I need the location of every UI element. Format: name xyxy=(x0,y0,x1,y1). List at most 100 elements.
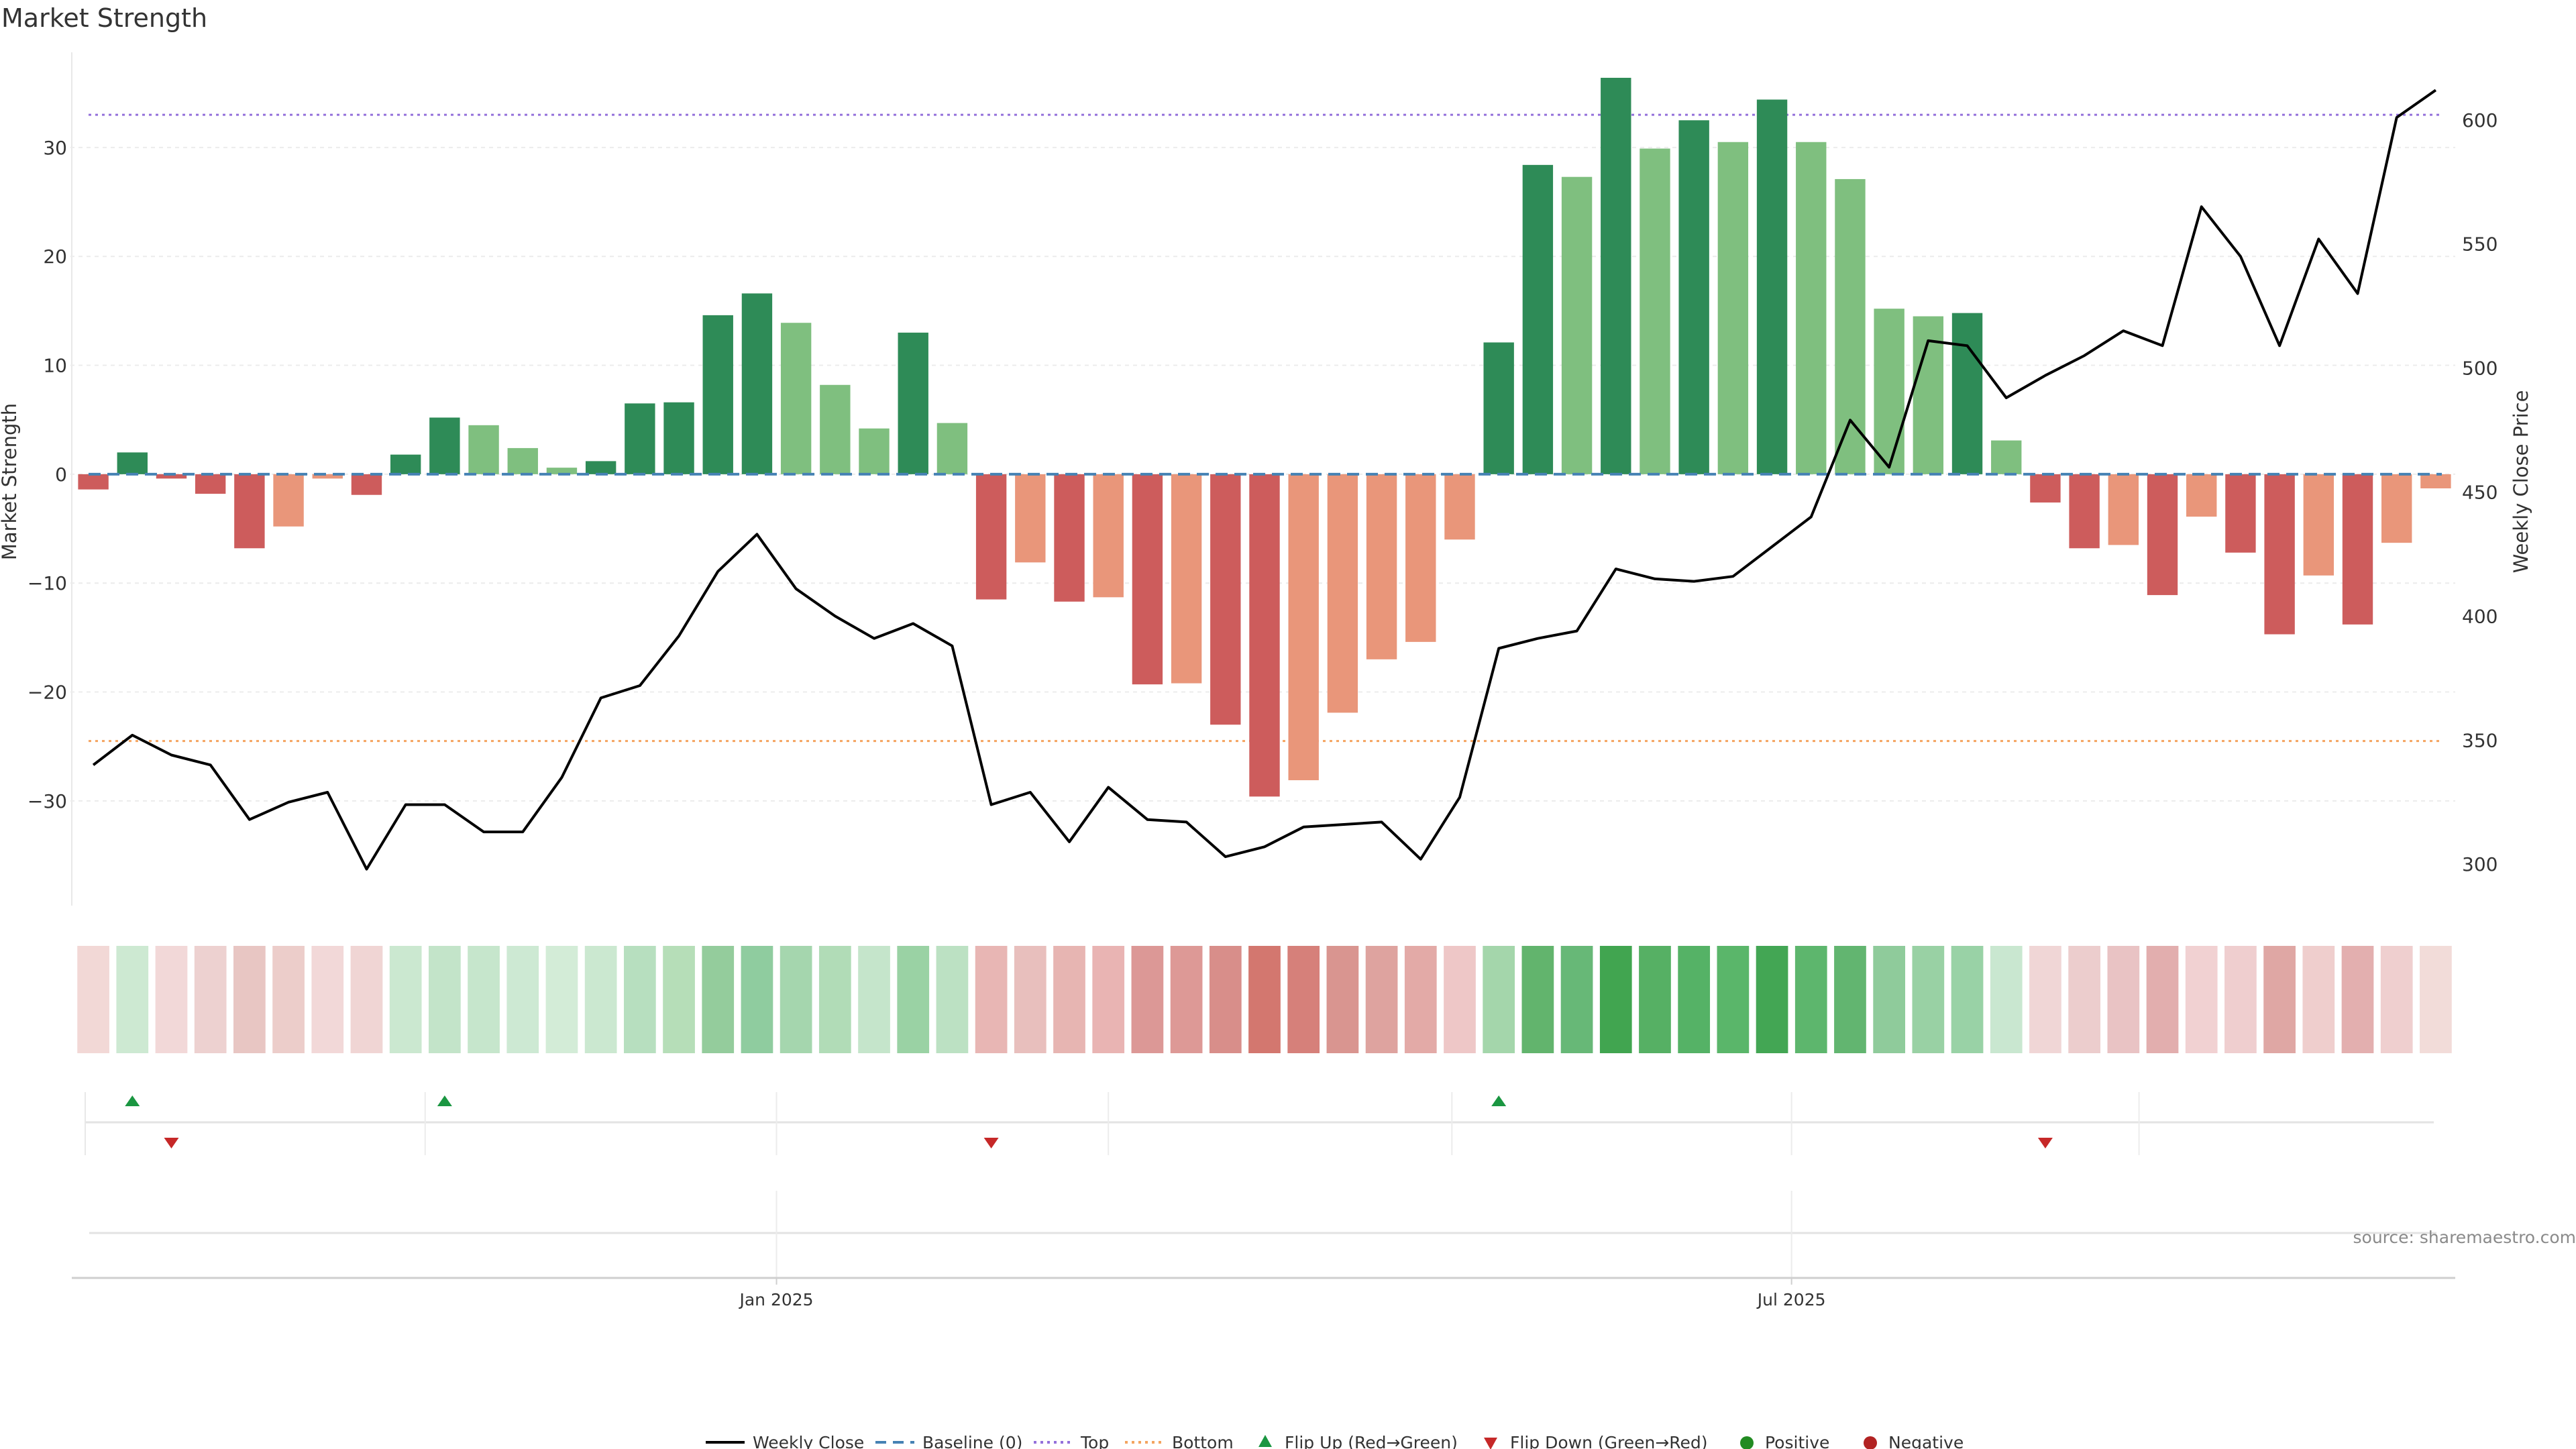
y-tick-label: 0 xyxy=(55,464,67,486)
strength-bar xyxy=(351,474,382,495)
legend-weekly-close-label: Weekly Close xyxy=(753,1433,864,1449)
heat-cell xyxy=(429,946,461,1053)
strength-bar xyxy=(390,454,421,474)
legend-flip-up-label: Flip Up (Red→Green) xyxy=(1285,1433,1458,1449)
y2-tick-label: 550 xyxy=(2462,233,2498,256)
heat-cell xyxy=(1326,946,1359,1053)
strength-bar xyxy=(429,417,460,474)
heat-cell xyxy=(2263,946,2296,1053)
strength-bar xyxy=(156,474,187,479)
y-axis-ticks: 30 20 10 0 −10 −20 −30 xyxy=(28,137,67,812)
strength-bar xyxy=(1210,474,1241,725)
weekly-close-line xyxy=(92,89,2437,871)
y2-tick-label: 600 xyxy=(2462,109,2498,131)
strength-bar xyxy=(1601,77,1631,474)
strength-bar xyxy=(2147,474,2178,596)
legend-positive-label: Positive xyxy=(1765,1433,1829,1449)
heat-cell xyxy=(1873,946,1906,1053)
heat-cell xyxy=(1834,946,1866,1053)
heat-cell xyxy=(350,946,383,1053)
strength-bar xyxy=(78,474,109,490)
legend-bottom-label: Bottom xyxy=(1172,1433,1234,1449)
strength-bar xyxy=(1444,474,1475,540)
strength-bar xyxy=(1640,148,1670,474)
heat-cell xyxy=(311,946,344,1053)
strength-bar xyxy=(2030,474,2061,503)
strength-bar xyxy=(1951,313,1983,474)
legend-item-bottom: Bottom xyxy=(1125,1433,1234,1449)
strength-bar xyxy=(2225,474,2256,553)
y-tick-label: 20 xyxy=(43,246,67,268)
heat-cell xyxy=(1092,946,1125,1053)
strength-bar xyxy=(663,402,694,474)
flip-up-marker xyxy=(125,1095,140,1106)
heat-cell xyxy=(1990,946,2023,1053)
y2-axis-title: Weekly Close Price xyxy=(2510,390,2532,574)
strength-bar xyxy=(1015,474,1046,563)
heat-cell xyxy=(975,946,1008,1053)
heat-cell xyxy=(506,946,539,1053)
strength-bar xyxy=(1054,474,1085,602)
flip-up-marker xyxy=(1491,1095,1507,1106)
strength-bar xyxy=(2342,474,2373,625)
flip-markers xyxy=(125,1095,2053,1148)
strength-bar xyxy=(898,332,928,474)
heat-cell xyxy=(897,946,930,1053)
heat-cell xyxy=(1912,946,1945,1053)
heat-cell xyxy=(1131,946,1164,1053)
flip-down-marker xyxy=(164,1138,179,1148)
strength-bar xyxy=(936,423,968,474)
heat-cell xyxy=(1717,946,1750,1053)
y2-tick-label: 450 xyxy=(2462,481,2498,503)
heat-cell xyxy=(2224,946,2257,1053)
legend-flip-down-triangle-icon xyxy=(1484,1438,1497,1449)
flip-up-marker xyxy=(437,1095,452,1106)
strength-bar xyxy=(1288,474,1319,781)
x-axis-ticks: Jan 2025 Jul 2025 xyxy=(738,1278,1826,1309)
strength-bar xyxy=(546,468,578,474)
price-line xyxy=(92,89,2437,871)
heat-cell xyxy=(1599,946,1632,1053)
strength-bar xyxy=(1756,99,1788,474)
strength-bar xyxy=(1796,142,1827,474)
strength-bar xyxy=(468,425,499,474)
heat-cell xyxy=(780,946,812,1053)
legend-item-flip-up: Flip Up (Red→Green) xyxy=(1258,1433,1458,1449)
strength-bar xyxy=(1327,474,1358,713)
strength-bar xyxy=(2303,474,2334,576)
heat-cell xyxy=(1014,946,1046,1053)
strength-bar xyxy=(975,474,1007,600)
legend-flip-up-triangle-icon xyxy=(1258,1435,1272,1447)
heat-cell xyxy=(1248,946,1281,1053)
strength-bar xyxy=(234,474,265,549)
heat-cell xyxy=(1287,946,1320,1053)
chart-title: Market Strength xyxy=(1,3,207,33)
heat-cell xyxy=(702,946,735,1053)
strength-bar xyxy=(2069,474,2100,549)
strength-bar xyxy=(820,384,851,474)
heat-strip xyxy=(77,946,2452,1053)
strength-bar xyxy=(1717,142,1749,474)
y-axis-title: Market Strength xyxy=(0,403,21,560)
strength-bar xyxy=(1561,176,1593,474)
heat-cell xyxy=(468,946,500,1053)
strength-bar xyxy=(585,461,616,474)
heat-cell xyxy=(936,946,969,1053)
flip-down-marker xyxy=(983,1138,999,1148)
strength-bar xyxy=(2381,474,2412,543)
heat-cell xyxy=(2380,946,2413,1053)
strength-bar xyxy=(195,474,226,494)
heat-cell xyxy=(77,946,109,1053)
strength-bar xyxy=(2108,474,2139,545)
strength-bar xyxy=(1522,164,1554,474)
legend-baseline-label: Baseline (0) xyxy=(922,1433,1022,1449)
legend-top-label: Top xyxy=(1080,1433,1109,1449)
heat-cell xyxy=(1444,946,1476,1053)
source-label: source: sharemaestro.com xyxy=(2353,1228,2576,1247)
strength-bar xyxy=(1405,474,1436,642)
heat-cell xyxy=(194,946,227,1053)
legend-negative-label: Negative xyxy=(1888,1433,1964,1449)
strength-bar xyxy=(273,474,304,527)
strength-bar xyxy=(1678,120,1709,474)
y2-tick-label: 500 xyxy=(2462,358,2498,380)
